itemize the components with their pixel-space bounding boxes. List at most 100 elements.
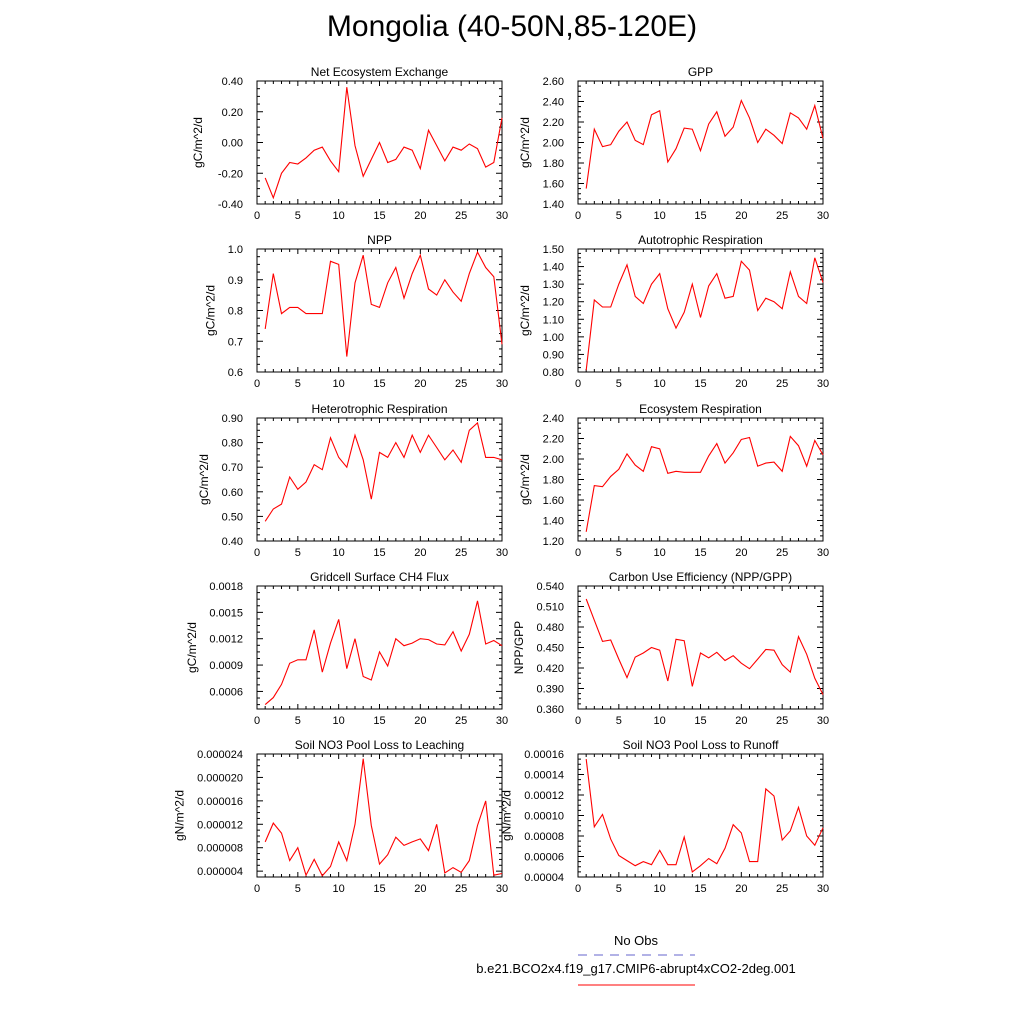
x-tick-label: 10 [333, 210, 345, 222]
y-tick-label: 2.20 [543, 434, 564, 446]
x-tick-label: 20 [414, 378, 426, 390]
y-axis-label: NPP/GPP [512, 621, 526, 674]
x-tick-label: 0 [575, 547, 581, 559]
y-tick-label: 1.80 [543, 475, 564, 487]
x-tick-label: 5 [616, 715, 622, 727]
x-tick-label: 15 [373, 715, 385, 727]
x-tick-label: 25 [455, 883, 467, 895]
y-tick-label: -0.20 [218, 168, 243, 180]
x-tick-label: 5 [295, 547, 301, 559]
y-tick-label: 0.00008 [524, 831, 564, 843]
y-tick-label: 0.40 [222, 76, 243, 88]
series-line [585, 435, 824, 532]
y-tick-label: 2.40 [543, 413, 564, 425]
y-tick-label: -0.40 [218, 199, 243, 211]
x-tick-label: 30 [496, 883, 508, 895]
x-tick-label: 25 [455, 547, 467, 559]
x-tick-label: 15 [694, 715, 706, 727]
y-tick-label: 0.0009 [209, 660, 243, 672]
x-tick-label: 20 [414, 210, 426, 222]
y-tick-label: 2.20 [543, 117, 564, 129]
x-tick-label: 25 [776, 715, 788, 727]
series-line [585, 759, 824, 873]
plot-frame [256, 585, 503, 710]
y-tick-label: 1.00 [543, 332, 564, 344]
y-tick-label: 0.0012 [209, 634, 243, 646]
y-tick-label: 1.10 [543, 314, 564, 326]
y-axis-label: gC/m^2/d [191, 117, 205, 168]
panel-title: Ecosystem Respiration [639, 402, 762, 416]
x-tick-label: 10 [333, 715, 345, 727]
y-tick-label: 0.360 [536, 704, 564, 716]
y-tick-label: 0.8 [228, 306, 243, 318]
y-tick-label: 0.60 [222, 487, 243, 499]
y-tick-label: 1.40 [543, 262, 564, 274]
y-axis-label: gC/m^2/d [203, 285, 217, 336]
y-tick-label: 1.20 [543, 536, 564, 548]
y-tick-label: 1.60 [543, 495, 564, 507]
plot-frame [256, 753, 503, 878]
y-tick-label: 1.80 [543, 158, 564, 170]
panel-title: Autotrophic Respiration [638, 233, 763, 247]
y-tick-label: 2.60 [543, 76, 564, 88]
x-tick-label: 30 [496, 378, 508, 390]
y-tick-label: 0.000012 [197, 819, 243, 831]
x-tick-label: 15 [694, 210, 706, 222]
y-tick-label: 0.510 [536, 602, 564, 614]
plot-frame [577, 417, 824, 542]
y-tick-label: 0.80 [543, 367, 564, 379]
x-tick-label: 10 [333, 547, 345, 559]
x-tick-label: 15 [694, 883, 706, 895]
y-axis-label: gN/m^2/d [172, 790, 186, 841]
x-tick-label: 20 [414, 715, 426, 727]
x-tick-label: 10 [654, 883, 666, 895]
y-axis-label: gC/m^2/d [518, 117, 532, 168]
y-axis-label: gC/m^2/d [518, 285, 532, 336]
x-tick-label: 15 [694, 547, 706, 559]
y-tick-label: 0.540 [536, 581, 564, 593]
y-tick-label: 1.40 [543, 199, 564, 211]
x-tick-label: 30 [817, 547, 829, 559]
x-tick-label: 15 [373, 378, 385, 390]
y-tick-label: 0.000024 [197, 749, 243, 761]
plot-frame [577, 248, 824, 373]
x-tick-label: 5 [295, 210, 301, 222]
y-tick-label: 0.00012 [524, 790, 564, 802]
y-tick-label: 0.7 [228, 336, 243, 348]
x-tick-label: 10 [654, 210, 666, 222]
x-tick-label: 0 [254, 378, 260, 390]
x-tick-label: 0 [575, 210, 581, 222]
x-tick-label: 0 [254, 547, 260, 559]
y-tick-label: 0.00016 [524, 749, 564, 761]
panel-title: Gridcell Surface CH4 Flux [310, 570, 449, 584]
panel-title: Heterotrophic Respiration [311, 402, 447, 416]
x-tick-label: 25 [776, 210, 788, 222]
panel-title: GPP [688, 65, 713, 79]
y-tick-label: 0.000020 [197, 772, 243, 784]
y-tick-label: 2.00 [543, 454, 564, 466]
main-title: Mongolia (40-50N,85-120E) [326, 10, 698, 43]
series-line [264, 87, 503, 200]
x-tick-label: 30 [817, 210, 829, 222]
panel-title: Soil NO3 Pool Loss to Leaching [295, 738, 464, 752]
y-tick-label: 0.90 [543, 349, 564, 361]
x-tick-label: 30 [817, 715, 829, 727]
x-tick-label: 10 [333, 378, 345, 390]
x-tick-label: 25 [776, 547, 788, 559]
x-tick-label: 20 [414, 883, 426, 895]
x-tick-label: 0 [254, 715, 260, 727]
series-line [585, 598, 824, 695]
plot-frame [577, 585, 824, 710]
x-tick-label: 0 [575, 883, 581, 895]
y-tick-label: 0.0006 [209, 686, 243, 698]
x-tick-label: 5 [616, 210, 622, 222]
x-tick-label: 5 [295, 883, 301, 895]
y-tick-label: 0.450 [536, 643, 564, 655]
y-tick-label: 0.00004 [524, 872, 564, 884]
panel-title: Soil NO3 Pool Loss to Runoff [623, 738, 780, 752]
x-tick-label: 0 [254, 883, 260, 895]
x-tick-label: 5 [616, 378, 622, 390]
x-tick-label: 5 [295, 378, 301, 390]
y-tick-label: 0.390 [536, 684, 564, 696]
